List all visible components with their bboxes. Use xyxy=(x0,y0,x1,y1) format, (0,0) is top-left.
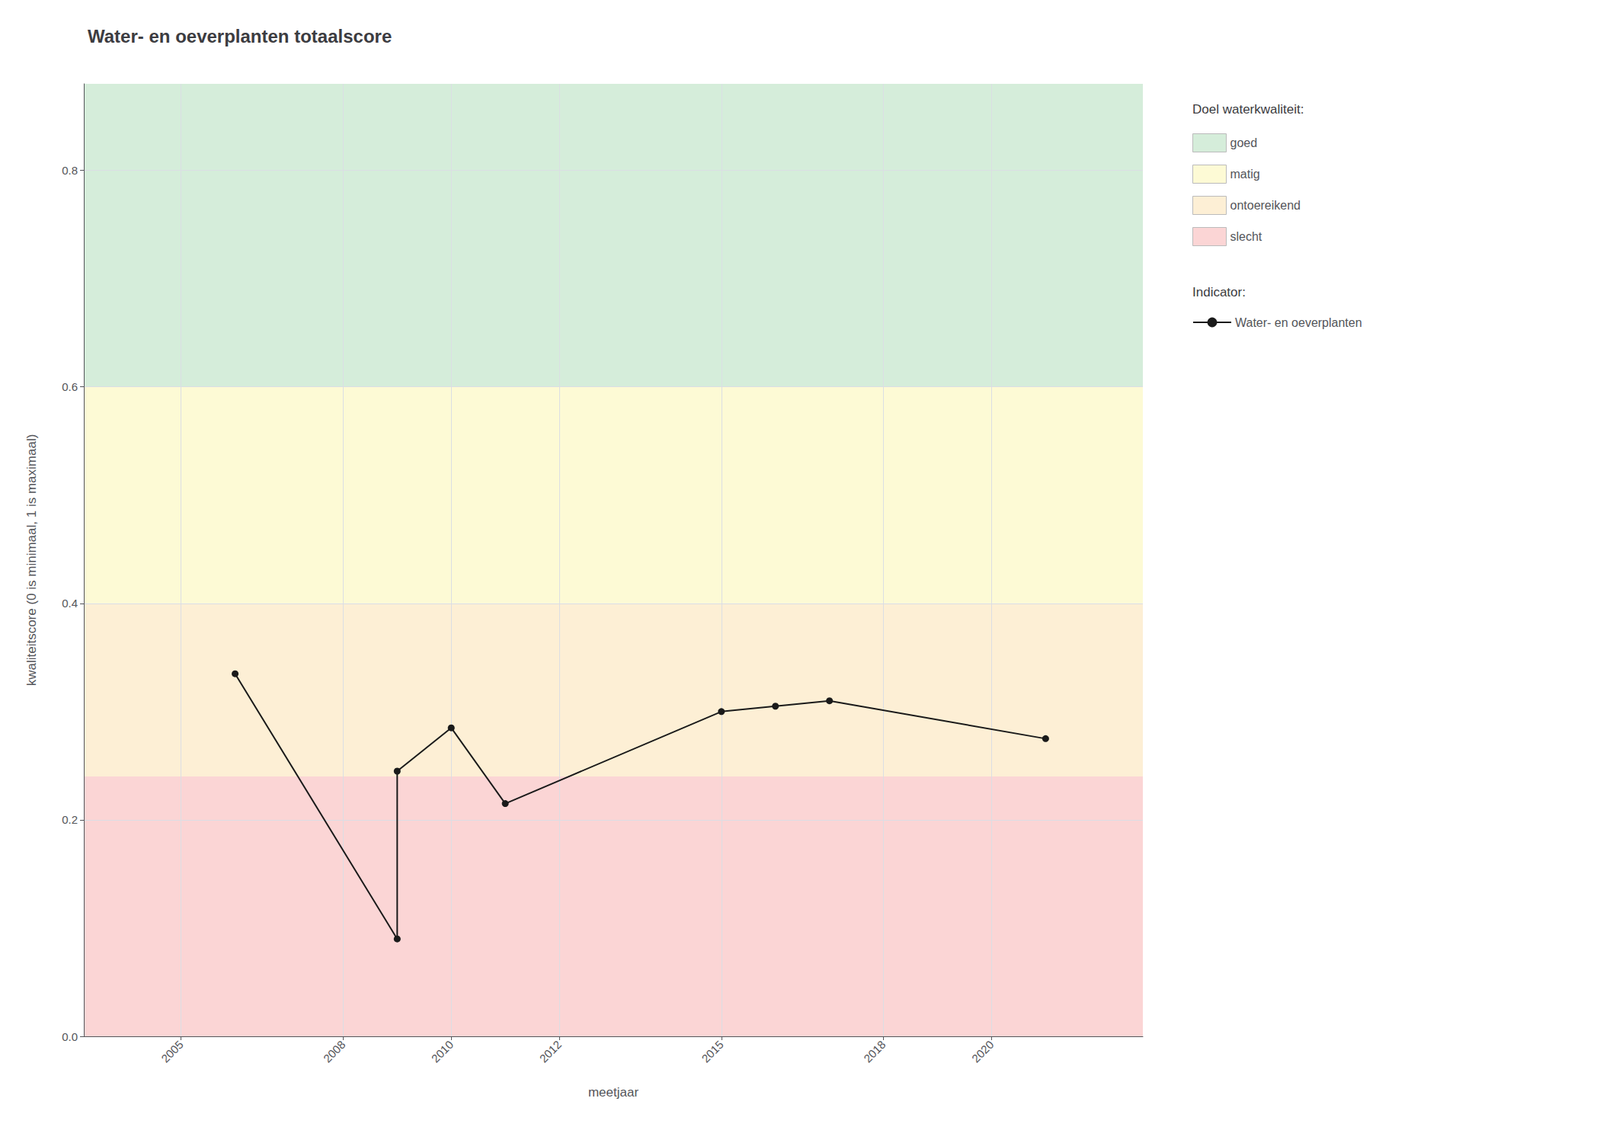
svg-text:2020: 2020 xyxy=(969,1037,997,1066)
svg-text:meetjaar: meetjaar xyxy=(588,1084,639,1100)
svg-text:0.2: 0.2 xyxy=(61,812,78,826)
svg-text:0.4: 0.4 xyxy=(61,596,78,610)
svg-text:2018: 2018 xyxy=(860,1037,889,1066)
svg-text:goed: goed xyxy=(1230,136,1258,150)
svg-text:slecht: slecht xyxy=(1230,230,1263,244)
svg-text:Doel waterkwaliteit:: Doel waterkwaliteit: xyxy=(1192,102,1304,117)
svg-text:2005: 2005 xyxy=(158,1037,186,1066)
svg-text:Water- en oeverplanten: Water- en oeverplanten xyxy=(1235,316,1363,330)
svg-text:2012: 2012 xyxy=(536,1037,564,1066)
svg-text:ontoereikend: ontoereikend xyxy=(1230,198,1302,212)
svg-text:0.8: 0.8 xyxy=(61,163,78,177)
svg-text:2015: 2015 xyxy=(698,1037,727,1066)
svg-text:Water- en oeverplanten totaals: Water- en oeverplanten totaalscore xyxy=(87,25,392,47)
svg-text:Indicator:: Indicator: xyxy=(1192,284,1246,300)
svg-text:0.6: 0.6 xyxy=(61,380,78,394)
svg-text:matig: matig xyxy=(1230,167,1261,181)
svg-text:0.0: 0.0 xyxy=(61,1030,78,1044)
svg-text:2008: 2008 xyxy=(320,1037,349,1066)
svg-text:kwaliteitscore (0 is minimaal,: kwaliteitscore (0 is minimaal, 1 is maxi… xyxy=(24,434,39,687)
svg-text:2010: 2010 xyxy=(428,1037,457,1066)
